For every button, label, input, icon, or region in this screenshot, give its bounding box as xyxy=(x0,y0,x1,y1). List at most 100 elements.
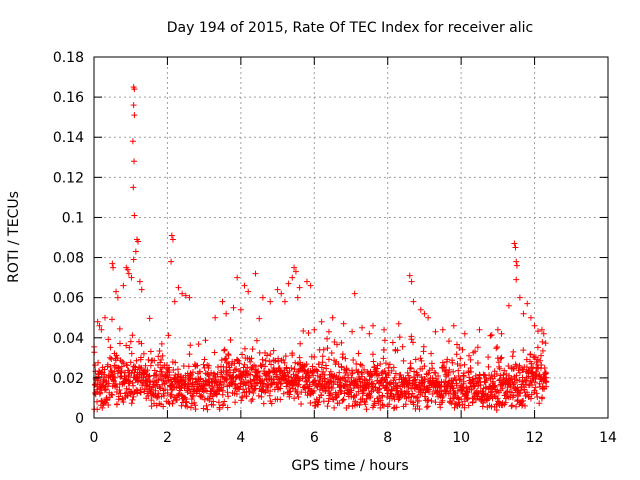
data-point xyxy=(525,373,532,380)
data-point xyxy=(528,378,535,385)
data-point xyxy=(297,340,304,347)
data-point xyxy=(380,355,387,362)
data-point xyxy=(532,368,539,375)
y-tick-label: 0 xyxy=(75,411,84,427)
data-point xyxy=(182,292,189,299)
data-point xyxy=(445,369,452,376)
data-point xyxy=(305,330,312,337)
data-point xyxy=(223,377,230,384)
data-point xyxy=(343,367,350,374)
data-point xyxy=(485,363,492,370)
data-point xyxy=(280,390,287,397)
data-point xyxy=(292,268,299,275)
data-point xyxy=(239,351,246,358)
data-point xyxy=(316,377,323,384)
data-point xyxy=(285,280,292,287)
x-tick-label: 14 xyxy=(599,430,617,446)
data-point xyxy=(494,395,501,402)
data-point xyxy=(172,359,179,366)
data-point xyxy=(104,397,111,404)
data-point xyxy=(494,326,501,333)
data-point xyxy=(509,402,516,409)
data-point xyxy=(96,322,103,329)
data-point xyxy=(111,374,118,381)
data-point xyxy=(298,400,305,407)
data-point xyxy=(450,322,457,329)
data-point xyxy=(538,362,545,369)
data-point xyxy=(453,351,460,358)
data-point xyxy=(241,361,248,368)
y-tick-label: 0.02 xyxy=(53,371,84,387)
data-point xyxy=(495,359,502,366)
data-point xyxy=(189,375,196,382)
x-tick-label: 0 xyxy=(90,430,99,446)
data-point xyxy=(511,240,518,247)
data-point xyxy=(214,371,221,378)
data-point xyxy=(365,384,372,391)
data-point xyxy=(254,369,261,376)
data-point xyxy=(371,400,378,407)
data-point xyxy=(141,388,148,395)
data-point xyxy=(439,397,446,404)
data-point xyxy=(453,380,460,387)
data-point xyxy=(288,364,295,371)
data-point xyxy=(499,385,506,392)
data-point xyxy=(153,371,160,378)
y-tick-label: 0.1 xyxy=(62,210,84,226)
data-point xyxy=(286,368,293,375)
data-point xyxy=(227,337,234,344)
data-point xyxy=(292,359,299,366)
data-point xyxy=(528,360,535,367)
data-point xyxy=(440,393,447,400)
data-point xyxy=(496,365,503,372)
data-point xyxy=(340,320,347,327)
data-point xyxy=(295,393,302,400)
data-point xyxy=(217,378,224,385)
data-point xyxy=(409,339,416,346)
data-point xyxy=(318,392,325,399)
data-point xyxy=(147,379,154,386)
data-point xyxy=(253,337,260,344)
data-point xyxy=(385,364,392,371)
data-point xyxy=(201,356,208,363)
data-point xyxy=(194,362,201,369)
data-point xyxy=(425,370,432,377)
data-point xyxy=(105,380,112,387)
data-point xyxy=(134,390,141,397)
data-point xyxy=(184,403,191,410)
data-point xyxy=(350,357,357,364)
data-point xyxy=(324,345,331,352)
data-point xyxy=(536,371,543,378)
data-point xyxy=(277,396,284,403)
data-point xyxy=(351,290,358,297)
data-point xyxy=(534,344,541,351)
data-point xyxy=(457,362,464,369)
data-point xyxy=(428,397,435,404)
data-point xyxy=(275,358,282,365)
data-point xyxy=(248,355,255,362)
data-point xyxy=(218,357,225,364)
data-point xyxy=(491,393,498,400)
data-point xyxy=(362,401,369,408)
data-point xyxy=(523,356,530,363)
data-point xyxy=(457,355,464,362)
data-point xyxy=(407,360,414,367)
data-point xyxy=(458,396,465,403)
data-point xyxy=(221,398,228,405)
x-tick-label: 12 xyxy=(526,430,544,446)
data-point xyxy=(107,354,114,361)
data-point xyxy=(392,370,399,377)
data-point xyxy=(189,369,196,376)
data-point xyxy=(539,347,546,354)
data-point xyxy=(497,355,504,362)
data-point xyxy=(236,360,243,367)
data-point xyxy=(459,401,466,408)
data-point xyxy=(339,397,346,404)
data-point xyxy=(249,396,256,403)
data-point xyxy=(513,372,520,379)
data-point xyxy=(365,391,372,398)
data-point xyxy=(318,318,325,325)
data-point xyxy=(270,347,277,354)
data-point xyxy=(94,318,101,325)
data-point xyxy=(370,358,377,365)
